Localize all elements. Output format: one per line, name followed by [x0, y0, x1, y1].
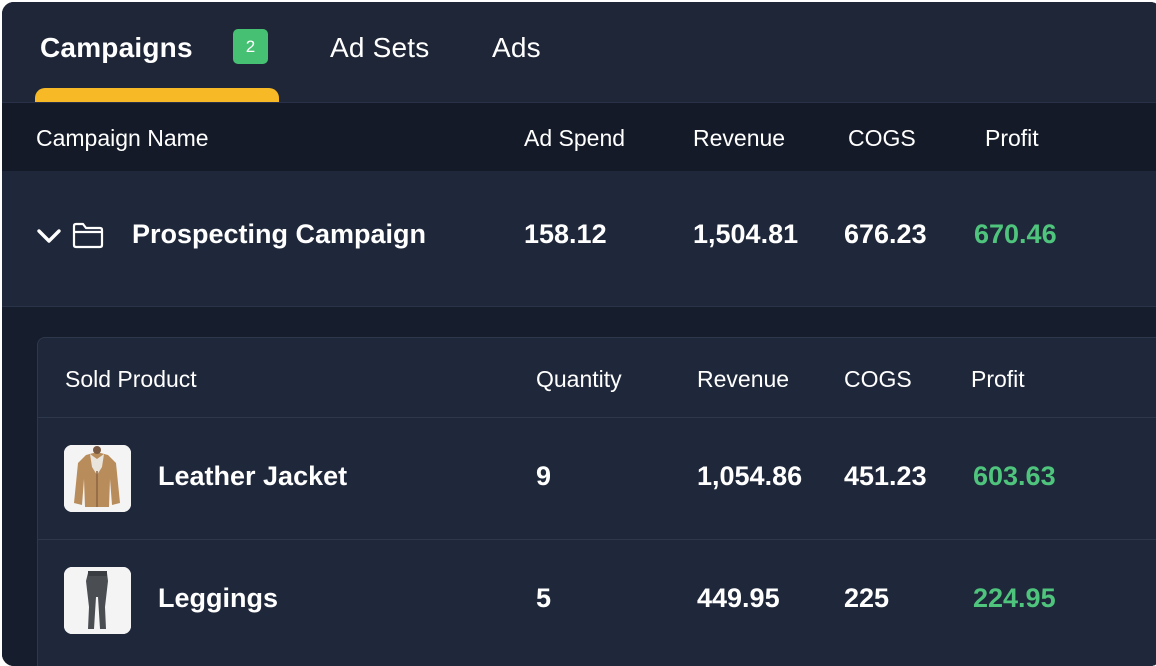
- product-name[interactable]: Leather Jacket: [158, 461, 348, 491]
- product-cogs: 451.23: [844, 461, 927, 491]
- campaign-table-header: Campaign Name Ad Spend Revenue COGS Prof…: [2, 102, 1156, 172]
- tab-bar: Campaigns 2 Ad Sets Ads: [2, 2, 1156, 102]
- campaign-profit: 670.46: [974, 219, 1057, 249]
- campaign-name[interactable]: Prospecting Campaign: [132, 219, 427, 249]
- campaign-row[interactable]: Prospecting Campaign 158.12 1,504.81 676…: [2, 171, 1156, 307]
- folder-icon: [72, 222, 104, 249]
- table-row[interactable]: Leather Jacket 9 1,054.86 451.23 603.63: [38, 418, 1156, 540]
- tab-ads[interactable]: Ads: [492, 32, 541, 63]
- chevron-down-icon[interactable]: [36, 226, 62, 246]
- column-header-profit[interactable]: Profit: [971, 366, 1025, 392]
- tab-campaigns[interactable]: Campaigns: [40, 32, 193, 63]
- product-revenue: 1,054.86: [697, 461, 803, 491]
- active-tab-indicator: [35, 88, 279, 102]
- campaign-cogs: 676.23: [844, 219, 927, 249]
- product-table: Sold Product Quantity Revenue COGS Profi…: [37, 337, 1156, 666]
- product-profit: 224.95: [973, 583, 1056, 613]
- product-name[interactable]: Leggings: [158, 583, 278, 613]
- column-header-cogs[interactable]: COGS: [848, 125, 916, 151]
- tab-ad-sets[interactable]: Ad Sets: [330, 32, 430, 63]
- campaigns-count-badge: 2: [233, 29, 268, 64]
- table-row[interactable]: Leggings 5 449.95 225 224.95: [38, 540, 1156, 661]
- column-header-sold-product[interactable]: Sold Product: [65, 366, 197, 392]
- product-quantity: 9: [536, 461, 552, 491]
- product-revenue: 449.95: [697, 583, 780, 613]
- column-header-revenue[interactable]: Revenue: [693, 125, 786, 151]
- campaign-ad-spend: 158.12: [524, 219, 607, 249]
- column-header-ad-spend[interactable]: Ad Spend: [524, 125, 626, 151]
- column-header-cogs[interactable]: COGS: [844, 366, 912, 392]
- column-header-revenue[interactable]: Revenue: [697, 366, 790, 392]
- jacket-image: [64, 445, 131, 512]
- expanded-area: Sold Product Quantity Revenue COGS Profi…: [2, 307, 1156, 666]
- product-profit: 603.63: [973, 461, 1056, 491]
- campaign-revenue: 1,504.81: [693, 219, 799, 249]
- leggings-image: [64, 567, 131, 634]
- product-table-header: Sold Product Quantity Revenue COGS Profi…: [38, 338, 1156, 418]
- column-header-profit[interactable]: Profit: [985, 125, 1039, 151]
- column-header-campaign-name[interactable]: Campaign Name: [36, 125, 209, 151]
- column-header-quantity[interactable]: Quantity: [536, 366, 622, 392]
- product-cogs: 225: [844, 583, 890, 613]
- product-quantity: 5: [536, 583, 552, 613]
